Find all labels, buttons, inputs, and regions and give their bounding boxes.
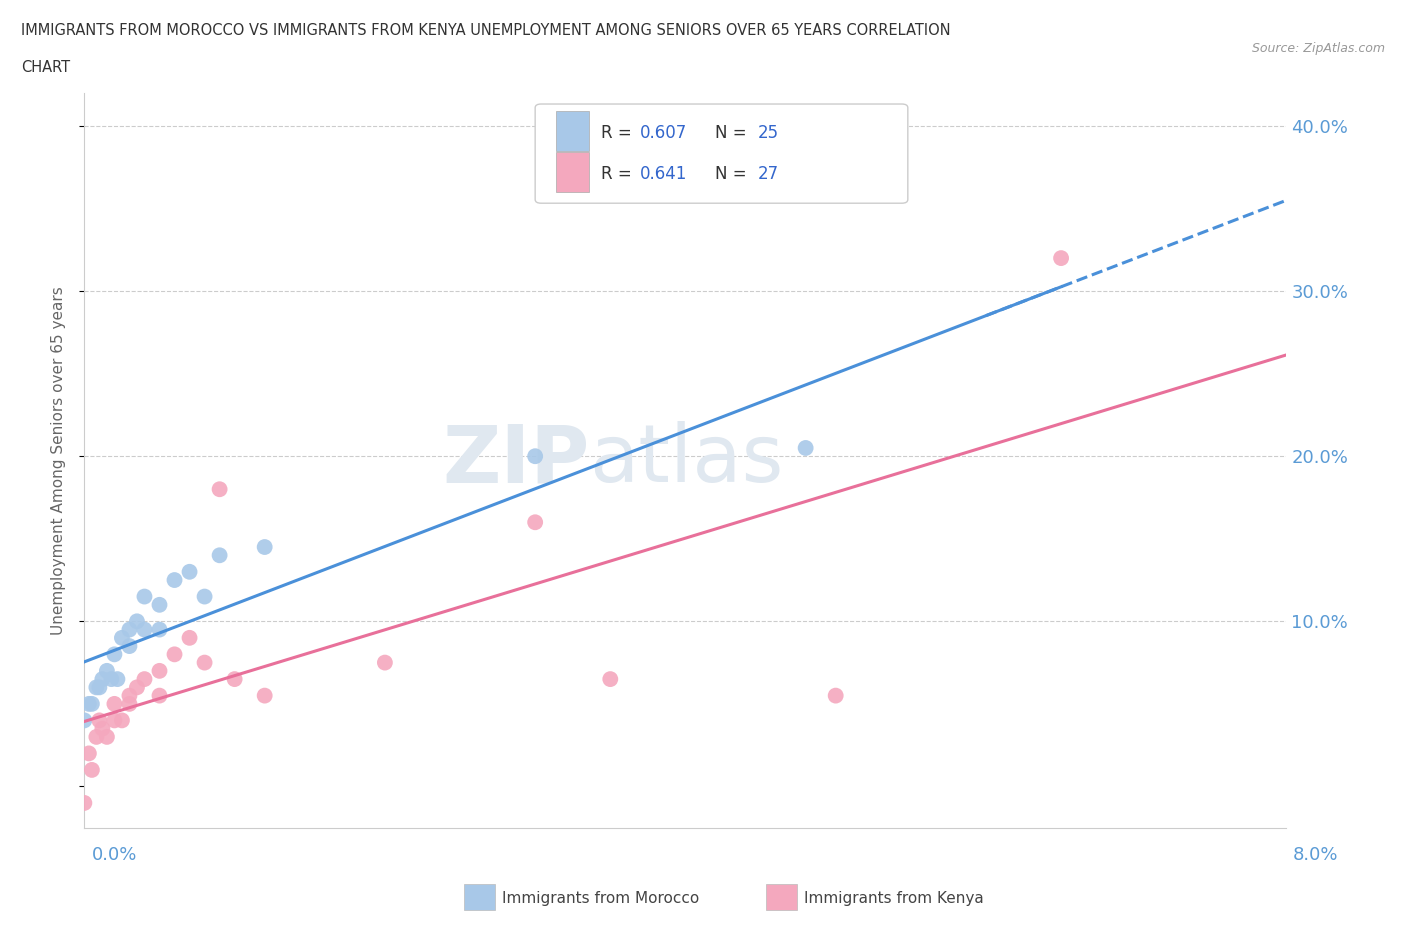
Point	[134, 589, 156, 604]
Point	[125, 680, 148, 695]
Point	[89, 680, 111, 695]
Point	[148, 688, 170, 703]
Point	[80, 697, 103, 711]
Y-axis label: Unemployment Among Seniors over 65 years: Unemployment Among Seniors over 65 years	[51, 286, 66, 635]
Text: Immigrants from Morocco: Immigrants from Morocco	[502, 891, 699, 906]
Point	[103, 647, 125, 662]
Text: R =: R =	[602, 165, 637, 183]
Point	[111, 631, 134, 645]
Point	[80, 763, 103, 777]
Point	[77, 746, 100, 761]
Point	[118, 688, 141, 703]
Text: Source: ZipAtlas.com: Source: ZipAtlas.com	[1251, 42, 1385, 55]
Point	[96, 663, 118, 678]
Point	[163, 573, 186, 588]
Point	[794, 441, 817, 456]
Text: Immigrants from Kenya: Immigrants from Kenya	[804, 891, 984, 906]
Text: ZIP: ZIP	[441, 421, 589, 499]
Point	[103, 697, 125, 711]
Text: IMMIGRANTS FROM MOROCCO VS IMMIGRANTS FROM KENYA UNEMPLOYMENT AMONG SENIORS OVER: IMMIGRANTS FROM MOROCCO VS IMMIGRANTS FR…	[21, 23, 950, 38]
Point	[163, 647, 186, 662]
Point	[125, 614, 148, 629]
Point	[111, 713, 134, 728]
Point	[91, 671, 114, 686]
Point	[100, 671, 122, 686]
Point	[1050, 251, 1073, 266]
Point	[148, 597, 170, 612]
Point	[599, 671, 621, 686]
Point	[374, 655, 396, 670]
Point	[86, 680, 108, 695]
Point	[96, 729, 118, 744]
Point	[103, 713, 125, 728]
Point	[253, 688, 276, 703]
Point	[134, 671, 156, 686]
Bar	[555, 152, 589, 193]
Text: 0.641: 0.641	[640, 165, 688, 183]
Text: 25: 25	[758, 125, 779, 142]
Text: N =: N =	[716, 125, 752, 142]
Point	[89, 713, 111, 728]
Text: N =: N =	[716, 165, 752, 183]
Point	[118, 622, 141, 637]
Point	[86, 729, 108, 744]
Point	[524, 515, 547, 530]
Point	[224, 671, 246, 686]
Text: 27: 27	[758, 165, 779, 183]
Point	[107, 671, 129, 686]
Point	[524, 449, 547, 464]
Point	[208, 548, 231, 563]
Point	[118, 639, 141, 654]
Text: R =: R =	[602, 125, 637, 142]
Point	[73, 795, 96, 810]
Point	[179, 631, 201, 645]
Text: 0.0%: 0.0%	[91, 846, 136, 864]
Bar	[555, 111, 589, 151]
Point	[824, 688, 846, 703]
Point	[91, 721, 114, 736]
Point	[194, 655, 217, 670]
Point	[179, 565, 201, 579]
Point	[253, 539, 276, 554]
Text: 8.0%: 8.0%	[1294, 846, 1339, 864]
Point	[73, 713, 96, 728]
Text: CHART: CHART	[21, 60, 70, 75]
Text: atlas: atlas	[589, 421, 783, 499]
FancyBboxPatch shape	[536, 104, 908, 204]
Point	[118, 697, 141, 711]
Point	[148, 622, 170, 637]
Point	[208, 482, 231, 497]
Point	[148, 663, 170, 678]
Point	[134, 622, 156, 637]
Text: 0.607: 0.607	[640, 125, 688, 142]
Point	[194, 589, 217, 604]
Point	[77, 697, 100, 711]
